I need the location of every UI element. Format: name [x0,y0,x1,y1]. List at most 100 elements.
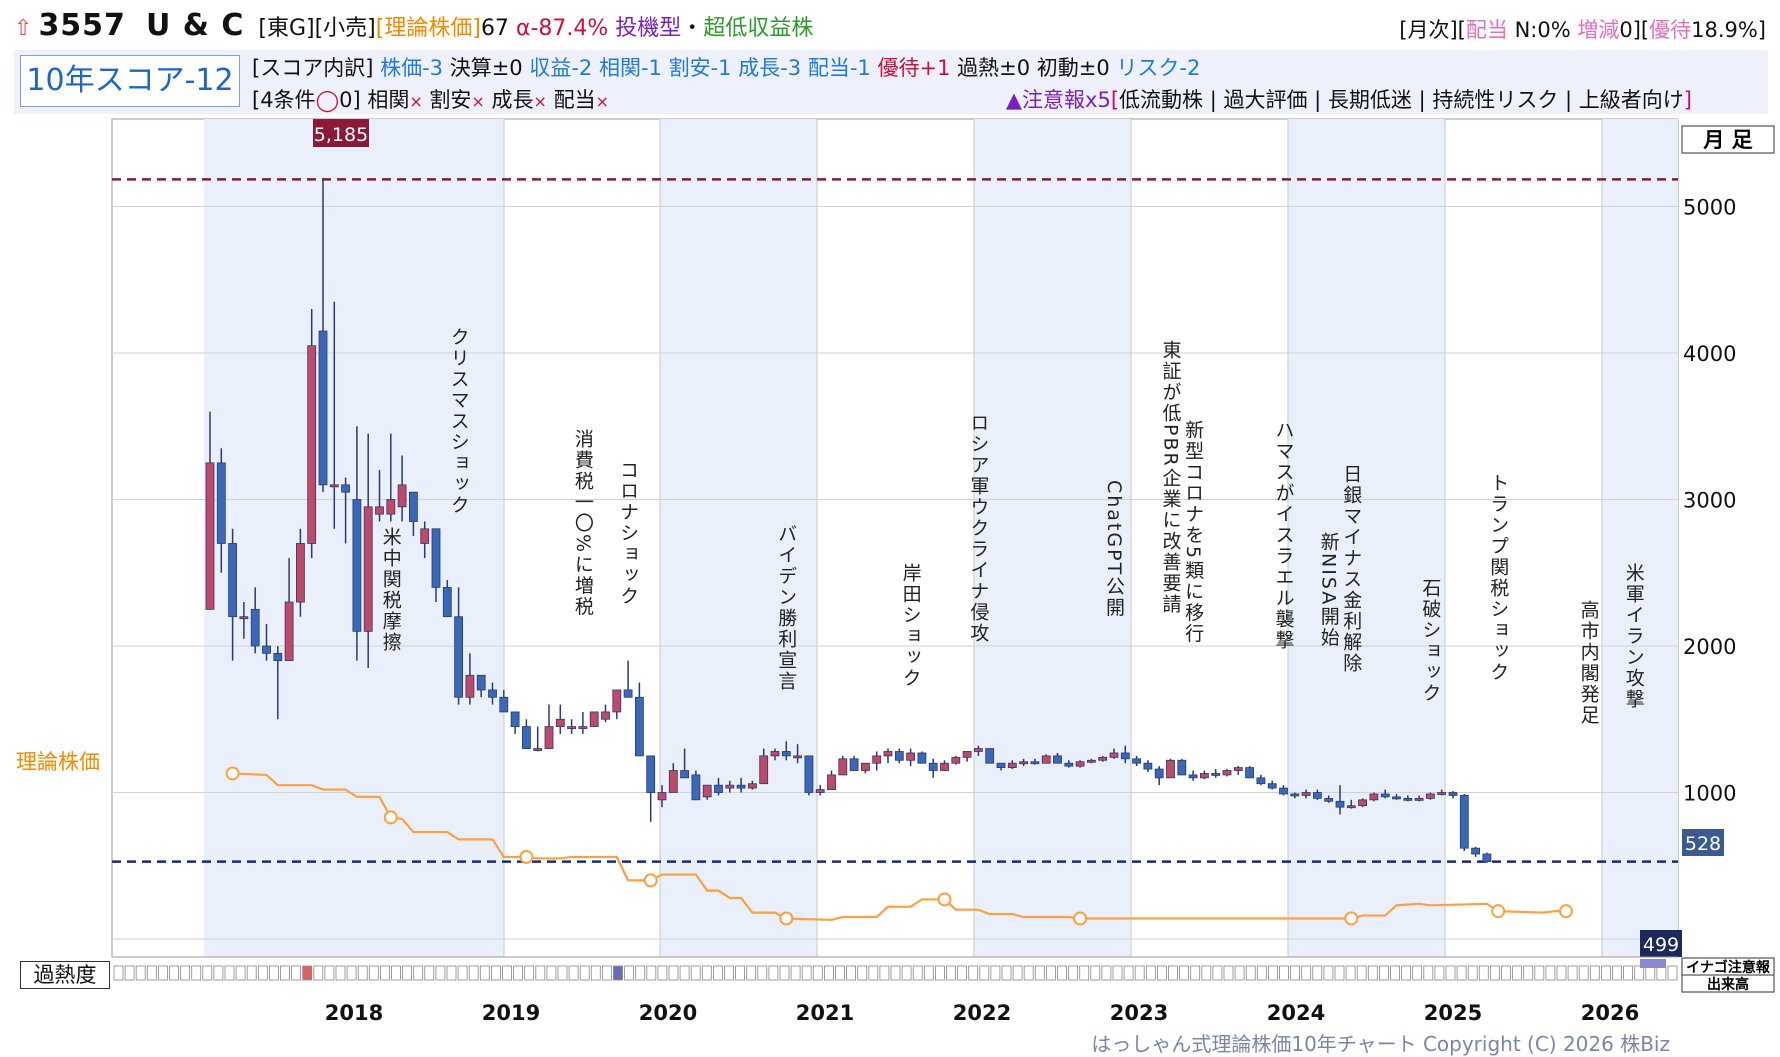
up-arrow-icon[interactable]: ⇧ [14,16,33,41]
x-year-label: 2020 [639,1001,697,1025]
overheat-cell [1168,965,1178,981]
event-label: 新型コロナを5類に移行 [1182,420,1204,644]
candle-body [533,748,543,751]
event-label: 岸田ショック [900,563,922,689]
score-item: 決算±0 [449,56,530,80]
warning-label[interactable]: ▲注意報x5 [1005,88,1111,112]
candle-body [691,774,701,801]
score-item: リスク-2 [1116,56,1201,80]
inago-label: イナゴ注意報 [1686,959,1771,976]
candle-body [623,689,633,698]
condition-mark: × [533,92,547,111]
x-year-label: 2021 [796,1001,854,1025]
condition-item: 成長 [484,88,534,112]
overheat-cell [1390,965,1400,981]
candle-body [1279,787,1288,795]
change-value: 0][ [1619,18,1650,42]
overheat-cell [1634,965,1645,981]
dividend-n: N:0% [1507,18,1578,42]
overheat-cell [1179,965,1189,981]
candle-body [793,755,802,759]
warning-row: ▲注意報x5[低流動株 | 過大評価 | 長期低迷 | 持続性リスク | 上級者… [1006,84,1692,114]
overheat-cell [1134,965,1145,981]
candle-body [748,783,757,789]
theory-latest-badge [1640,930,1682,957]
candle-body [1132,758,1141,764]
candle-body [1053,755,1062,764]
ten-year-score-badge[interactable]: 10年スコア-12 [20,55,240,107]
candle-body [974,748,983,752]
change-label: 増減 [1577,18,1620,42]
overheat-cell [291,965,302,981]
overheat-cell [768,965,779,981]
overheat-cell [1556,965,1567,981]
overheat-cell [568,965,579,981]
candle-body [1177,759,1187,776]
overheat-cell [157,965,168,981]
overheat-cell [879,965,890,981]
theory-marker [519,849,534,864]
candle-body [1030,761,1040,765]
overheat-cell [890,965,901,981]
y-tick-label: 3000 [1683,489,1736,513]
overheat-cell [1412,965,1423,981]
warning-item: 持続性リスク [1432,88,1559,112]
overheat-cell [1123,965,1134,981]
theory-price-line [232,772,1566,922]
warning-close: ] [1683,88,1692,112]
candle-body [1290,793,1300,797]
overheat-cell [1478,965,1489,981]
candle-body [702,784,712,798]
candle-body [1358,799,1367,807]
overheat-cell [1001,965,1012,981]
overheat-cell [1601,965,1611,981]
candle-body [1414,797,1424,801]
candle-body [510,711,520,727]
overheat-cell [668,965,679,981]
overheat-cell [835,965,845,981]
overheat-cell [968,965,979,981]
candle-body [375,506,384,515]
candle-body [1245,767,1254,779]
header: ⇧ 3557 U & C [東G][小売][理論株価]67 α-87.4% 投機型・超… [0,0,1780,115]
theory-price-label: 理論株価 [16,750,100,774]
overheat-cell [557,965,568,981]
overheat-cell [1068,965,1078,981]
theory-marker [1559,904,1573,919]
candle-body [736,784,746,789]
candle-body [646,755,656,793]
candle-body [284,601,294,662]
candle-body [228,543,238,618]
overheat-cell [746,965,757,981]
overheat-cell [1323,965,1334,981]
overheat-cell [979,965,990,981]
candle-body [499,696,509,713]
candle-body [917,752,927,764]
score-item: 配当-1 [807,56,878,80]
overheat-cell [1612,965,1622,981]
overheat-cell [1512,965,1522,981]
candle-body [465,674,475,698]
score-band [14,50,1768,114]
candle-body [894,751,904,761]
monthly-info: [月次][配当 N:0% 増減0][優待18.9%] [1399,14,1766,44]
warning-item: 長期低迷 [1327,88,1412,112]
candle-body [341,484,351,493]
y-tick-label: 5000 [1683,196,1736,220]
overheat-cell [1268,965,1278,981]
overheat-cell [1667,965,1678,981]
overheat-cell [779,965,790,981]
theory-marker [643,873,658,888]
conditions-circle: ◯ [315,88,340,112]
overheat-cell [135,965,146,981]
overheat-cell [502,965,512,981]
overheat-cell [846,965,856,981]
score-item: 優待+1 [877,56,958,80]
candle-body [578,726,588,729]
overheat-cell [335,965,346,981]
overheat-cell [235,965,246,981]
overheat-cell [1079,965,1090,981]
candle-body [216,462,226,544]
candle-body [781,751,791,757]
candle-body [1007,762,1017,768]
